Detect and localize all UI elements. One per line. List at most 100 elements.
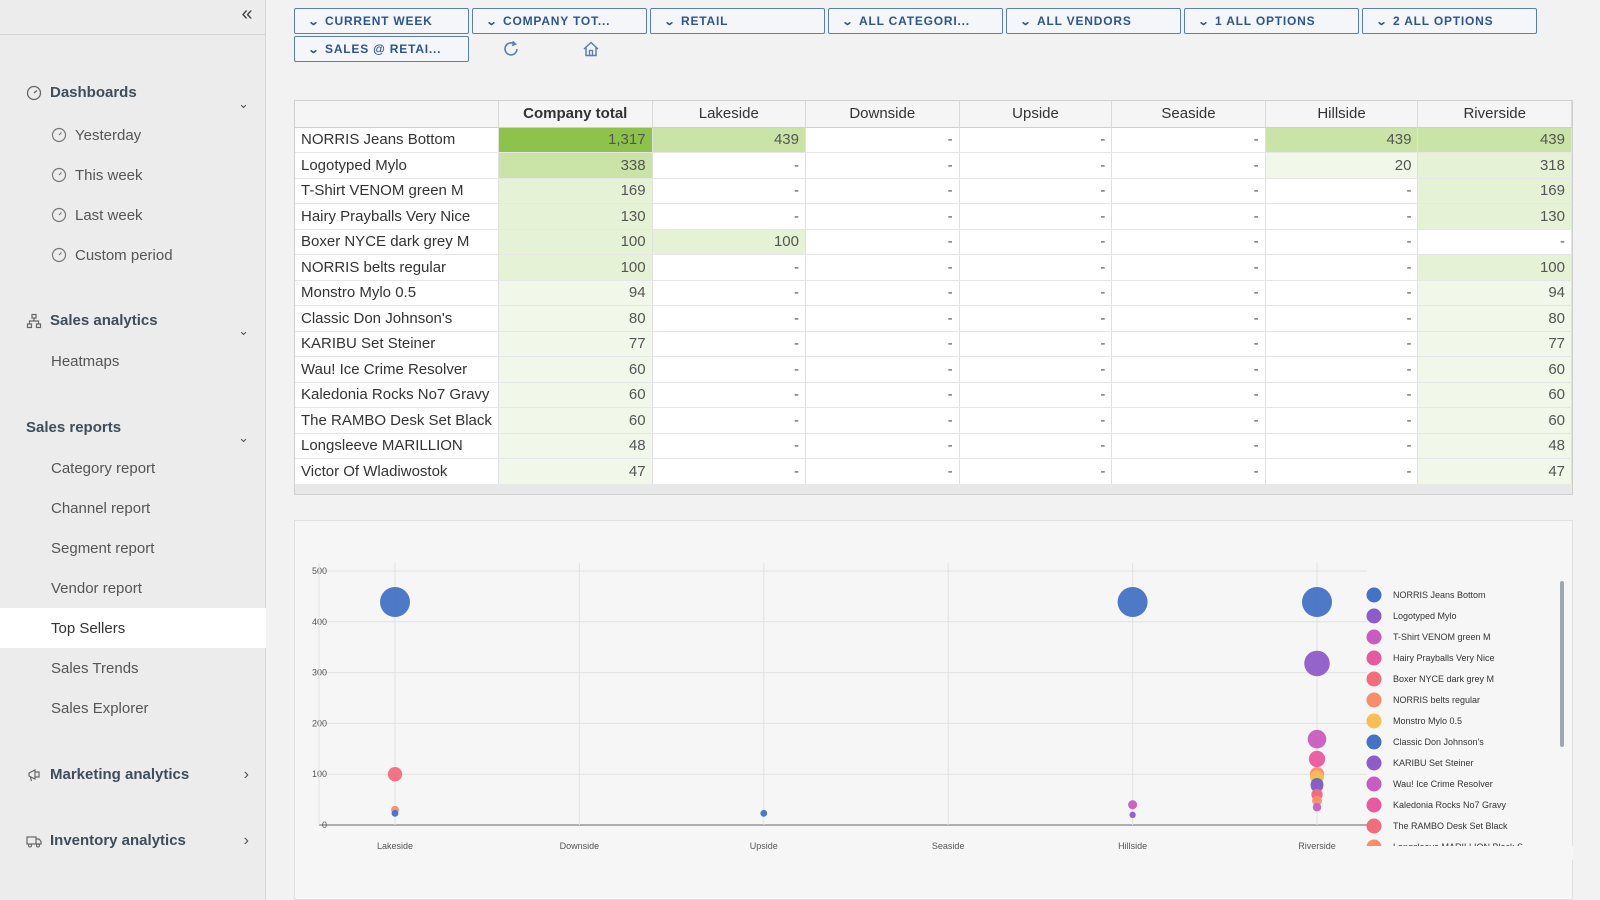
legend-marker bbox=[1366, 713, 1382, 729]
value-cell: - bbox=[652, 356, 806, 383]
nav-group-label: Inventory analytics bbox=[50, 832, 186, 849]
sidebar-item-yesterday[interactable]: Yesterday bbox=[0, 115, 266, 155]
filter-categories[interactable]: ⌄ ALL CATEGORI... bbox=[828, 8, 1003, 34]
product-name-cell: Kaledonia Rocks No7 Gravy bbox=[295, 382, 499, 408]
bubble-point bbox=[1312, 802, 1322, 812]
value-cell: - bbox=[1111, 254, 1266, 281]
sidebar-item-custom-period[interactable]: Custom period bbox=[0, 235, 266, 275]
header-seaside[interactable]: Seaside bbox=[1111, 101, 1266, 128]
filter-channel[interactable]: ⌄ RETAIL bbox=[650, 8, 825, 34]
table-row[interactable]: Classic Don Johnson's 80- - - - -80 bbox=[295, 305, 1572, 332]
sidebar-item-category-report[interactable]: Category report bbox=[0, 448, 266, 488]
value-cell: 60 bbox=[1417, 407, 1572, 434]
filter-period[interactable]: ⌄ CURRENT WEEK bbox=[294, 8, 469, 34]
value-cell: - bbox=[1111, 178, 1266, 204]
bubble-point bbox=[387, 767, 403, 782]
sidebar-item-segment-report[interactable]: Segment report bbox=[0, 528, 266, 568]
home-icon[interactable] bbox=[580, 38, 604, 62]
product-name-cell: Classic Don Johnson's bbox=[295, 305, 499, 332]
header-company-total[interactable]: Company total bbox=[498, 101, 653, 128]
product-name-cell: Monstro Mylo 0.5 bbox=[295, 280, 499, 306]
bubble-chart-panel: 0100200300400500LakesideDownsideUpsideSe… bbox=[294, 520, 1573, 900]
table-row[interactable]: Wau! Ice Crime Resolver 60- - - - -60 bbox=[295, 356, 1572, 383]
horizontal-scrollbar[interactable] bbox=[295, 484, 1572, 494]
value-cell: 100 bbox=[498, 229, 653, 255]
filter-label: ALL CATEGORI... bbox=[859, 14, 970, 28]
table-row[interactable]: T-Shirt VENOM green M 169- - - - -169 bbox=[295, 178, 1572, 204]
sidebar-item-top-sellers[interactable]: Top Sellers bbox=[0, 608, 266, 648]
sidebar-item-heatmaps[interactable]: Heatmaps bbox=[0, 341, 266, 381]
table-header-row: Company total Lakeside Downside Upside Seasi… bbox=[295, 101, 1572, 128]
sidebar-item-label: Segment report bbox=[51, 539, 155, 557]
value-cell: 60 bbox=[498, 382, 653, 408]
chevron-down-icon[interactable]: ⌄ bbox=[238, 430, 249, 445]
header-downside[interactable]: Downside bbox=[805, 101, 960, 128]
sidebar-item-sales-explorer[interactable]: Sales Explorer bbox=[0, 688, 266, 728]
chevron-down-icon: ⌄ bbox=[307, 43, 321, 56]
value-cell: 60 bbox=[498, 356, 653, 383]
nav-group-sales-reports[interactable]: Sales reports bbox=[26, 419, 121, 436]
top-sellers-table: Company total Lakeside Downside Upside Seasi… bbox=[294, 100, 1573, 495]
table-row[interactable]: The RAMBO Desk Set Black 60- - - - -60 bbox=[295, 407, 1572, 434]
value-cell: - bbox=[959, 407, 1113, 434]
product-name-cell: Wau! Ice Crime Resolver bbox=[295, 356, 499, 383]
table-row[interactable]: KARIBU Set Steiner 77- - - - -77 bbox=[295, 331, 1572, 357]
table-row[interactable]: Hairy Prayballs Very Nice 130- - - - -130 bbox=[295, 203, 1572, 230]
nav-group-sales-analytics[interactable]: Sales analytics bbox=[26, 312, 158, 329]
sidebar-item-vendor-report[interactable]: Vendor report bbox=[0, 568, 266, 608]
header-lakeside[interactable]: Lakeside bbox=[652, 101, 806, 128]
value-cell: - bbox=[1265, 178, 1419, 204]
sidebar-item-this-week[interactable]: This week bbox=[0, 155, 266, 195]
header-name[interactable] bbox=[295, 101, 499, 128]
filter-label: 1 ALL OPTIONS bbox=[1215, 14, 1316, 28]
bubble-point bbox=[1312, 795, 1322, 806]
sidebar-item-last-week[interactable]: Last week bbox=[0, 195, 266, 235]
nav-group-dashboards[interactable]: Dashboards bbox=[26, 84, 137, 101]
nav-group-inventory-analytics[interactable]: Inventory analytics bbox=[26, 832, 186, 849]
value-cell: - bbox=[1111, 127, 1266, 153]
header-riverside[interactable]: Riverside bbox=[1417, 101, 1572, 128]
chevron-down-icon: ⌄ bbox=[1019, 15, 1033, 28]
filter-vendors[interactable]: ⌄ ALL VENDORS bbox=[1006, 8, 1181, 34]
header-hillside[interactable]: Hillside bbox=[1265, 101, 1419, 128]
sidebar-item-channel-report[interactable]: Channel report bbox=[0, 488, 266, 528]
bubble-point bbox=[1302, 586, 1332, 617]
table-row[interactable]: Kaledonia Rocks No7 Gravy 60- - - - -60 bbox=[295, 382, 1572, 408]
value-cell: - bbox=[959, 458, 1113, 485]
chevron-down-icon[interactable]: ⌄ bbox=[238, 323, 249, 338]
value-cell: 94 bbox=[498, 280, 653, 306]
value-cell: - bbox=[805, 280, 960, 306]
filter-label: SALES @ RETAI... bbox=[325, 42, 442, 56]
filter-option-2[interactable]: ⌄ 2 ALL OPTIONS bbox=[1362, 8, 1537, 34]
refresh-icon[interactable] bbox=[500, 38, 524, 62]
value-cell: - bbox=[959, 229, 1113, 255]
value-cell: - bbox=[1265, 203, 1419, 230]
table-row[interactable]: NORRIS Jeans Bottom 1,317 439- - -439 439 bbox=[295, 127, 1572, 153]
chevron-right-icon[interactable]: › bbox=[243, 832, 249, 849]
table-row[interactable]: Boxer NYCE dark grey M 100 100- - - - - bbox=[295, 229, 1572, 255]
chevron-right-icon[interactable]: › bbox=[243, 766, 249, 783]
table-row[interactable]: Victor Of Wladiwostok 47- - - - -47 bbox=[295, 458, 1572, 485]
header-upside[interactable]: Upside bbox=[959, 101, 1113, 128]
chevron-down-icon[interactable]: ⌄ bbox=[238, 96, 249, 111]
filter-measure[interactable]: ⌄ SALES @ RETAI... bbox=[294, 36, 469, 62]
nav-group-marketing-analytics[interactable]: Marketing analytics bbox=[26, 766, 189, 783]
table-row[interactable]: Logotyped Mylo 338- - - -20 318 bbox=[295, 152, 1572, 179]
value-cell: 130 bbox=[498, 203, 653, 230]
sidebar-item-label: Custom period bbox=[75, 246, 173, 264]
bubble-point bbox=[760, 809, 768, 817]
filter-company[interactable]: ⌄ COMPANY TOT... bbox=[472, 8, 647, 34]
sidebar-item-sales-trends[interactable]: Sales Trends bbox=[0, 648, 266, 688]
filter-option-1[interactable]: ⌄ 1 ALL OPTIONS bbox=[1184, 8, 1359, 34]
filter-label: 2 ALL OPTIONS bbox=[1393, 14, 1494, 28]
collapse-sidebar-icon[interactable]: « bbox=[241, 3, 253, 25]
x-tick-label: Riverside bbox=[1298, 841, 1336, 851]
table-row[interactable]: Monstro Mylo 0.5 94- - - - -94 bbox=[295, 280, 1572, 306]
legend-label: T-Shirt VENOM green M bbox=[1393, 632, 1491, 642]
value-cell: - bbox=[805, 331, 960, 357]
table-row[interactable]: Longsleeve MARILLION 48- - - - -48 bbox=[295, 433, 1572, 459]
value-cell: - bbox=[805, 458, 960, 485]
value-cell: - bbox=[805, 407, 960, 434]
value-cell: - bbox=[805, 254, 960, 281]
table-row[interactable]: NORRIS belts regular 100- - - - -100 bbox=[295, 254, 1572, 281]
